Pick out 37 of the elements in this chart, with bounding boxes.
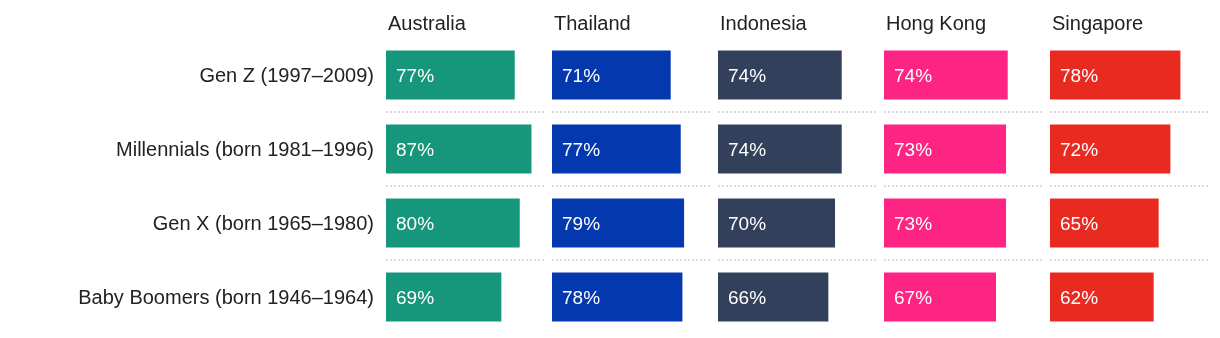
bar [386, 198, 520, 248]
chart-title: Indonesia [719, 11, 808, 36]
data-label: 79% [562, 212, 601, 234]
chart-title: Hong Kong [885, 11, 988, 36]
data-label: 78% [562, 286, 601, 308]
bar [1050, 272, 1154, 322]
data-label: 74% [728, 138, 767, 160]
data-label: 72% [1060, 138, 1099, 160]
bar [1050, 50, 1181, 100]
y-tick-label: Gen Z (1997–2009) [199, 64, 374, 87]
bar [386, 50, 515, 100]
data-label: 69% [396, 286, 435, 308]
y-tick-label: Millennials (born 1981–1996) [116, 138, 374, 161]
y-tick-label: Baby Boomers (born 1946–1964) [78, 286, 374, 309]
data-label: 77% [562, 138, 601, 160]
data-label: 73% [894, 212, 933, 234]
data-label: 74% [894, 64, 933, 86]
data-label: 78% [1060, 64, 1099, 86]
data-label: 71% [562, 64, 601, 86]
bar [386, 124, 532, 174]
chart-title: Thailand [553, 11, 632, 36]
data-label: 74% [728, 64, 767, 86]
bar [386, 272, 502, 322]
data-label: 65% [1060, 212, 1099, 234]
chart-title: Australia [387, 11, 467, 36]
bar [1050, 198, 1159, 248]
data-label: 73% [894, 138, 933, 160]
data-label: 80% [396, 212, 435, 234]
data-label: 77% [396, 64, 435, 86]
data-label: 70% [728, 212, 767, 234]
data-label: 87% [396, 138, 435, 160]
data-label: 62% [1060, 286, 1099, 308]
bar [1050, 124, 1171, 174]
data-label: 66% [728, 286, 767, 308]
data-label: 67% [894, 286, 933, 308]
y-tick-label: Gen X (born 1965–1980) [152, 212, 374, 235]
chart-title: Singapore [1051, 11, 1145, 36]
